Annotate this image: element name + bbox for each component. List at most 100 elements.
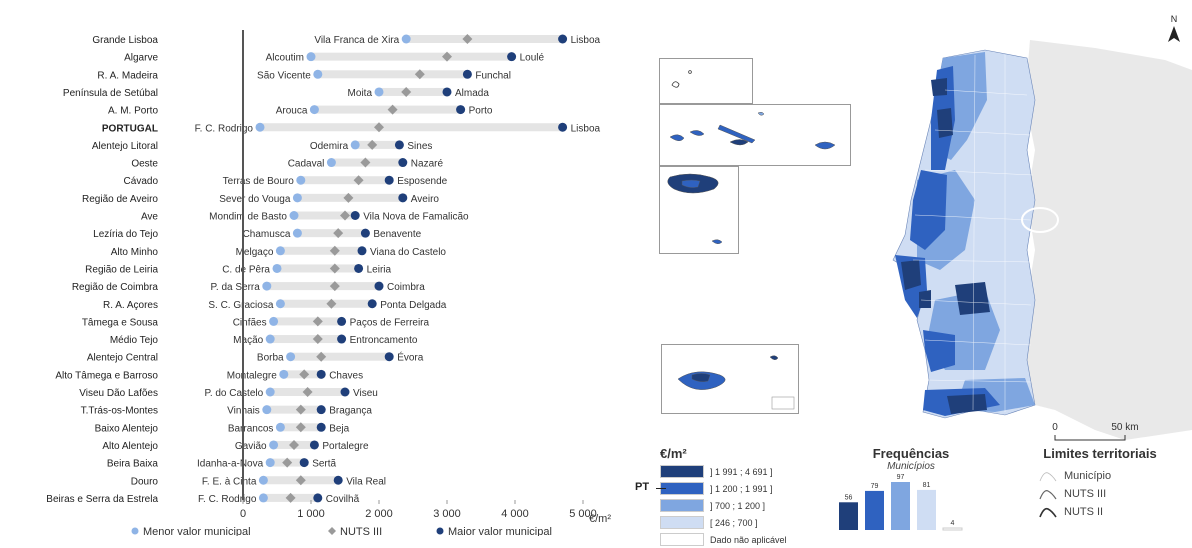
region-label: Grande Lisboa	[92, 35, 158, 46]
x-tick-label: 5 000	[569, 508, 597, 520]
min-point	[275, 422, 285, 432]
max-point	[337, 334, 347, 344]
min-municipality-label: P. da Serra	[211, 282, 261, 293]
min-point	[292, 193, 302, 203]
limits-label: NUTS II	[1064, 506, 1104, 518]
min-point	[275, 246, 285, 256]
max-point	[357, 246, 367, 256]
chart-axis: 0 1 000 2 000 3 000 4 000 5 000€/m²	[240, 30, 611, 525]
class-legend-item: [ 246 ; 700 ]	[660, 514, 810, 531]
max-point	[384, 352, 394, 362]
class-label: ] 1 991 ; 4 691 ]	[710, 466, 773, 477]
mainland-map: N 0 50 km	[892, 14, 1192, 441]
max-municipality-label: Sertã	[312, 459, 336, 470]
min-municipality-label: Gavião	[235, 441, 267, 452]
limits-item: NUTS III	[1038, 485, 1190, 503]
frequency-value-label: 4	[951, 520, 955, 527]
min-point	[269, 440, 279, 450]
legend-label: Maior valor municipal	[448, 526, 552, 536]
min-point	[296, 175, 306, 185]
class-label: ] 700 ; 1 200 ]	[710, 500, 766, 511]
nuts-point	[329, 263, 340, 274]
min-municipality-label: Alcoutim	[266, 53, 304, 64]
region-label: Algarve	[124, 53, 158, 64]
min-point	[313, 69, 323, 79]
min-point	[265, 334, 275, 344]
frequency-bar	[865, 490, 884, 530]
min-point	[258, 493, 268, 503]
nuts-point	[295, 404, 306, 415]
region-label: Lezíria do Tejo	[93, 229, 158, 240]
max-municipality-label: Leiria	[367, 264, 392, 275]
chart-legend: Menor valor municipal NUTS III Maior valor…	[131, 526, 552, 536]
range-bar	[280, 246, 362, 255]
min-point	[269, 316, 279, 326]
min-point	[286, 352, 296, 362]
range-bar	[311, 52, 512, 61]
limits-item: Município	[1038, 467, 1190, 485]
min-point	[292, 228, 302, 238]
class-label: [ 246 ; 700 ]	[710, 517, 758, 528]
min-municipality-label: Vila Franca de Xira	[314, 35, 399, 46]
max-point	[316, 369, 326, 379]
min-municipality-label: Barrancos	[228, 423, 274, 434]
legend-marker	[328, 527, 336, 535]
nuts-point	[374, 122, 384, 133]
max-municipality-label: Coimbra	[387, 282, 425, 293]
max-municipality-label: Vila Nova de Famalicão	[363, 212, 469, 223]
region-label: Região de Leiria	[85, 264, 158, 275]
class-swatch	[660, 533, 704, 546]
scale-bar: 0 50 km	[1052, 422, 1139, 441]
region-label: Ave	[141, 212, 158, 223]
class-legend: €/m² ] 1 991 ; 4 691 ]] 1 200 ; 1 991 ]]…	[635, 446, 810, 548]
region-label: Baixo Alentejo	[95, 423, 159, 434]
x-tick-label: 4 000	[501, 508, 529, 520]
min-municipality-label: Mação	[233, 335, 263, 346]
inset-madeira-north	[659, 58, 753, 104]
max-point	[398, 158, 408, 168]
choropleth-map-panel: N 0 50 km	[655, 0, 1192, 536]
class-label: ] 1 200 ; 1 991 ]	[710, 483, 773, 494]
frequency-value-label: 56	[845, 494, 853, 501]
min-point	[265, 458, 275, 468]
max-point	[507, 52, 517, 62]
min-municipality-label: F. C. Rodrigo	[198, 494, 257, 505]
region-label: Médio Tejo	[110, 335, 159, 346]
class-legend-item: ] 1 991 ; 4 691 ]	[660, 463, 810, 480]
max-municipality-label: Benavente	[373, 229, 421, 240]
min-municipality-label: Melgaço	[236, 247, 274, 258]
min-point	[289, 211, 299, 220]
dot-range-chart: Grande Lisboa Vila Franca de Xira Lisboa Al…	[46, 30, 611, 536]
limits-item: NUTS II	[1038, 503, 1190, 521]
min-municipality-label: P. do Castelo	[204, 388, 263, 399]
max-municipality-label: Chaves	[329, 370, 363, 381]
max-municipality-label: Sines	[407, 141, 432, 152]
max-municipality-label: Funchal	[475, 70, 511, 81]
region-label: Alto Alentejo	[102, 441, 158, 452]
nuts-point	[299, 369, 310, 380]
min-point	[262, 281, 272, 291]
class-swatch	[660, 516, 704, 529]
max-municipality-label: Portalegre	[322, 441, 369, 452]
max-municipality-label: Paços de Ferreira	[350, 317, 430, 328]
limits-label: NUTS III	[1064, 488, 1107, 500]
max-municipality-label: Almada	[455, 88, 489, 99]
region-label: R. A. Açores	[103, 300, 158, 311]
region-label: Oeste	[131, 159, 158, 170]
class-swatch	[660, 482, 704, 495]
min-municipality-label: Cinfães	[233, 317, 267, 328]
max-municipality-label: Bragança	[329, 406, 372, 417]
min-point	[275, 299, 285, 309]
min-point	[258, 475, 268, 485]
nuts-point	[302, 387, 313, 397]
legend-marker	[131, 527, 139, 535]
min-municipality-label: Odemira	[310, 141, 349, 152]
range-bar	[266, 282, 379, 291]
region-label: Região de Coimbra	[72, 282, 159, 293]
range-bar	[314, 105, 461, 114]
range-bar	[266, 405, 322, 414]
x-tick-label: 0	[240, 508, 246, 520]
nuts-point	[285, 492, 296, 503]
x-tick-label: 1 000	[297, 508, 325, 520]
boundary-line-icon	[1039, 490, 1057, 500]
